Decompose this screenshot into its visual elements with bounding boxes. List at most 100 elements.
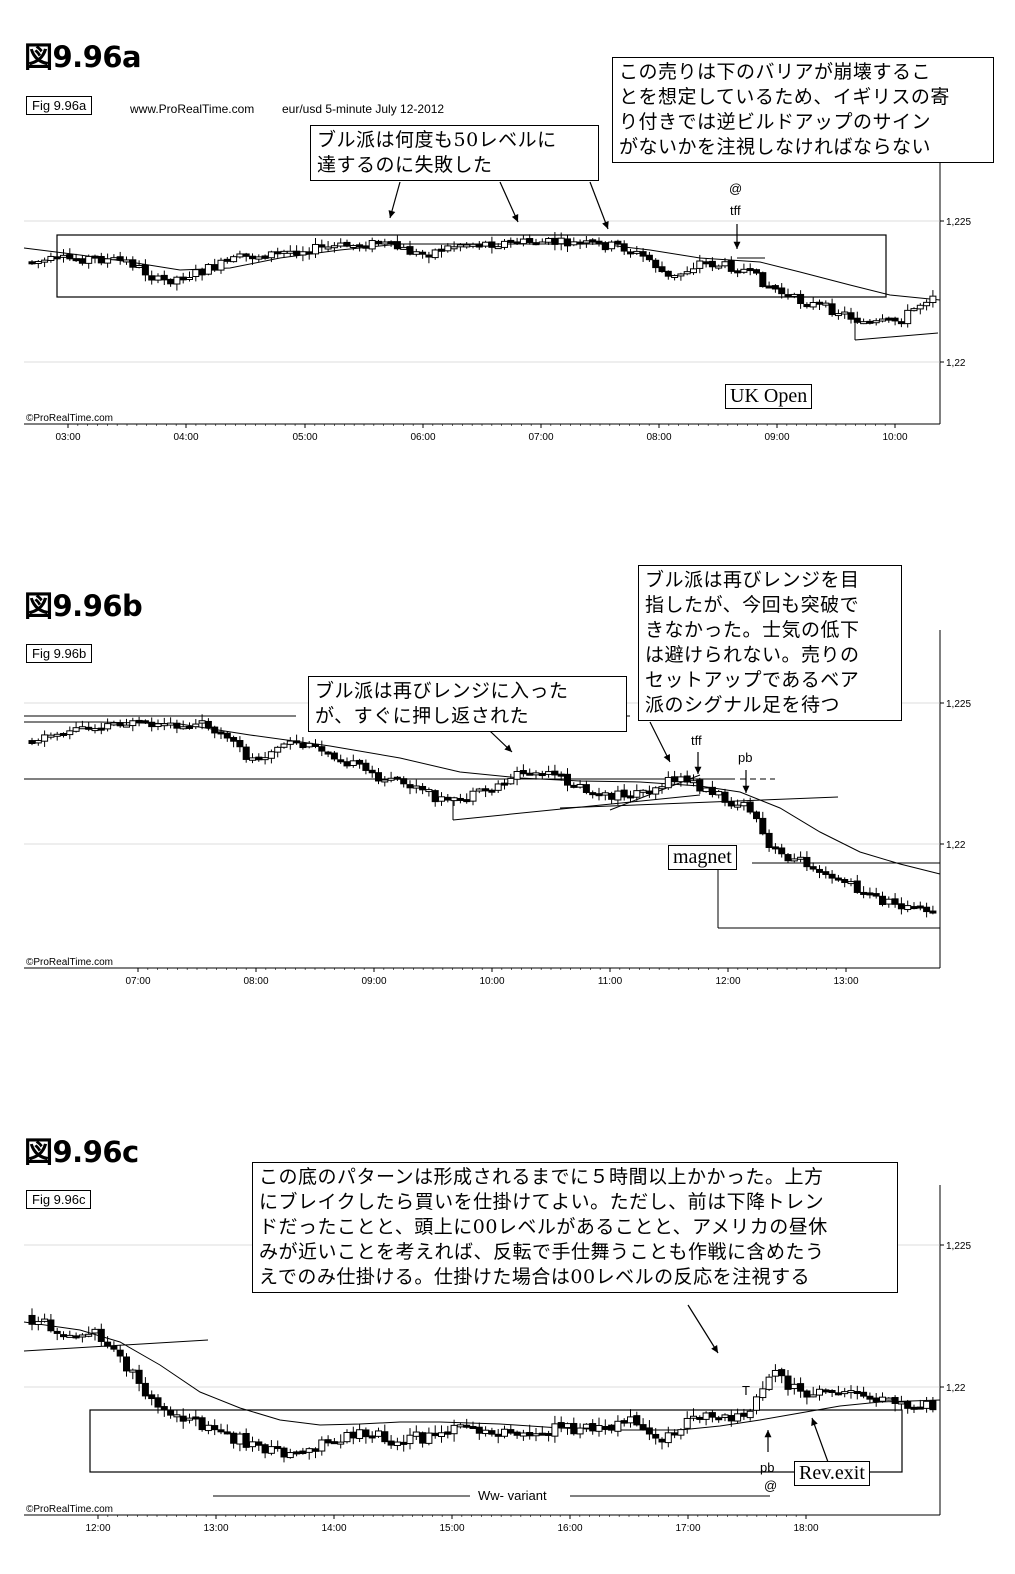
candle-b-candle — [318, 746, 326, 752]
candle-c-candle — [211, 1425, 219, 1431]
candle-c-candle — [204, 1424, 212, 1432]
candle-c-candle — [771, 1369, 779, 1377]
figure-b: 図9.96b Fig 9.96b 1,225 1,22 07:00 08:00 09:0… — [24, 565, 971, 987]
candle-c-candle — [110, 1345, 118, 1350]
candle-c-candle — [343, 1431, 351, 1443]
candle-a-candle — [652, 259, 660, 269]
candle-c-candle — [677, 1429, 685, 1436]
candle-a-candle — [797, 293, 805, 305]
candle-c-candle — [419, 1432, 427, 1444]
wedge-line-a — [854, 332, 939, 341]
arrow-bulls-3 — [589, 181, 609, 230]
annotation-bulls-pushed-back: ブル派は再びレンジに入った が、すぐに押し返された — [308, 676, 627, 732]
candle-c-candle — [406, 1434, 414, 1445]
candle-b-candle — [123, 724, 130, 728]
candle-b-candle — [381, 779, 389, 783]
candle-b-candle — [192, 723, 200, 728]
candle-a-candle — [419, 251, 427, 255]
candle-c-candle — [519, 1432, 527, 1437]
candle-b-candle — [34, 740, 42, 744]
candle-c-candle — [47, 1319, 55, 1332]
x-tick-label: 10:00 — [882, 432, 907, 443]
candle-c-candle — [78, 1334, 86, 1338]
candle-c-candle — [797, 1383, 805, 1392]
candle-c-candle — [904, 1401, 912, 1409]
candle-c-candle — [696, 1416, 704, 1420]
candle-c-candle — [375, 1430, 382, 1437]
candle-c-candle — [822, 1389, 830, 1393]
candle-a-candle — [406, 246, 414, 255]
candle-a-candle — [853, 317, 861, 323]
arrow-bottom-pattern-head — [711, 1345, 718, 1353]
candle-c-candle — [759, 1388, 767, 1399]
candle-c-candle — [400, 1441, 408, 1445]
candle-a-candle — [620, 243, 628, 252]
tff-marker-b: tff — [691, 733, 702, 748]
candle-c-candle — [330, 1441, 338, 1445]
candle-c-candle — [513, 1431, 521, 1436]
candle-b-candle — [620, 789, 628, 798]
arrow-pb-b-head — [742, 785, 750, 793]
candle-c-candle — [463, 1424, 471, 1428]
candle-c-candle — [595, 1425, 603, 1432]
candle-a-candle — [923, 301, 931, 307]
range-box-a — [56, 234, 887, 298]
candle-c-candle — [834, 1392, 842, 1396]
candle-c-candle — [702, 1412, 710, 1420]
candle-c-candle — [860, 1391, 868, 1397]
x-tick-label: 05:00 — [292, 432, 317, 443]
candle-b-candle — [66, 730, 74, 736]
x-tick-label: 11:00 — [598, 976, 623, 987]
candle-b-candle — [280, 743, 288, 748]
candle-c-candle — [456, 1424, 464, 1428]
candle-c-candle — [847, 1390, 855, 1394]
candle-c-candle — [337, 1441, 345, 1445]
candle-c-candle — [116, 1349, 124, 1357]
candle-b-candle — [104, 723, 112, 730]
figure-c-title: 図9.96c — [24, 1135, 139, 1169]
candle-c-candle — [645, 1427, 653, 1435]
candle-a-candle — [904, 309, 912, 325]
candle-a-candle — [41, 259, 49, 263]
candle-c-candle — [614, 1420, 622, 1432]
candle-c-candle — [551, 1423, 559, 1437]
candle-b-candle — [803, 856, 811, 868]
candle-a-candle — [173, 276, 181, 285]
candle-c-candle — [293, 1451, 301, 1455]
candle-b-candle — [551, 770, 559, 776]
arrow-rev-exit-head — [811, 1418, 818, 1426]
candle-c-candle — [318, 1439, 326, 1452]
candle-c-candle — [923, 1400, 931, 1409]
candle-c-candle — [734, 1413, 742, 1422]
candle-a-candle — [393, 241, 401, 250]
candle-b-candle — [582, 784, 590, 793]
candle-c-candle — [123, 1356, 130, 1372]
candle-c-candle — [809, 1394, 817, 1398]
arrow-pb-c-head — [764, 1430, 772, 1438]
candle-c-candle — [154, 1397, 162, 1408]
candle-c-candle — [431, 1432, 439, 1437]
candle-c-candle — [582, 1423, 590, 1429]
candle-c-candle — [532, 1433, 540, 1437]
copyright: ©ProRealTime.com — [26, 1504, 113, 1515]
candle-b-candle — [330, 752, 338, 760]
candle-b-candle — [923, 906, 931, 913]
candle-b-candle — [513, 770, 521, 780]
candle-c-candle — [425, 1432, 433, 1444]
candle-c-candle — [141, 1382, 149, 1397]
figure-b-label: Fig 9.96b — [26, 644, 93, 663]
candle-b-candle — [853, 880, 861, 893]
candle-c-candle — [148, 1394, 156, 1400]
arrow-bulls-2-head — [511, 214, 519, 222]
candle-b-candle — [274, 746, 282, 753]
candle-c-candle — [545, 1432, 553, 1436]
candle-b-candle — [816, 868, 823, 873]
instrument-label: eur/usd 5-minute July 12-2012 — [282, 102, 445, 116]
candle-c-candle — [368, 1435, 376, 1439]
ww-variant-label: Ww- variant — [474, 1488, 551, 1503]
candle-a-candle — [690, 268, 697, 274]
candle-a-candle — [318, 244, 326, 248]
candle-b-candle — [375, 772, 382, 782]
x-tick-label: 10:00 — [479, 976, 504, 987]
figure-b-title: 図9.96b — [24, 589, 143, 623]
